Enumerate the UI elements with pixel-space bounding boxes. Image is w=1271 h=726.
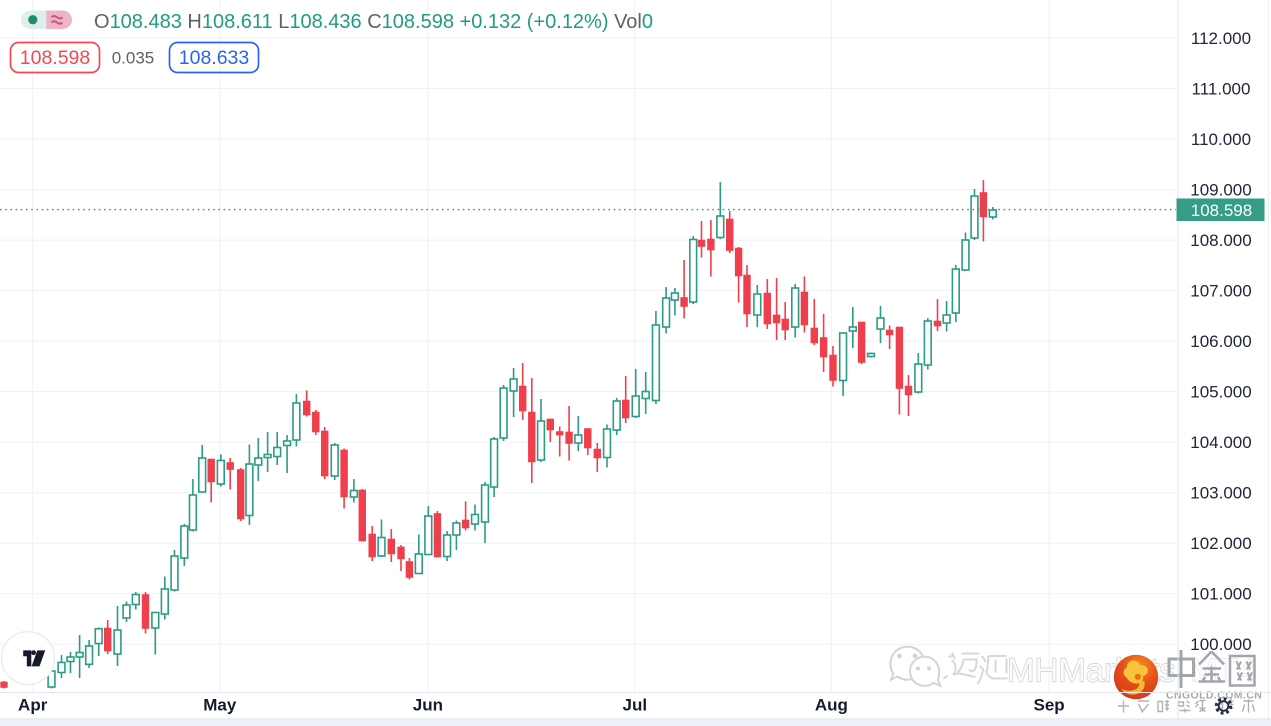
svg-text:109.000: 109.000: [1190, 181, 1251, 200]
svg-text:108.598: 108.598: [1191, 201, 1252, 220]
svg-text:110.000: 110.000: [1191, 130, 1251, 149]
svg-text:100.000: 100.000: [1190, 635, 1251, 654]
svg-text:Sep: Sep: [1034, 696, 1065, 715]
svg-text:108.598: 108.598: [20, 47, 91, 69]
svg-text:102.000: 102.000: [1190, 534, 1251, 553]
svg-text:111.000: 111.000: [1192, 80, 1251, 99]
svg-text:Jun: Jun: [413, 696, 443, 715]
svg-text:Aug: Aug: [815, 696, 848, 715]
svg-text:105.000: 105.000: [1190, 383, 1251, 402]
svg-text:101.000: 101.000: [1190, 585, 1251, 604]
svg-text:Jul: Jul: [623, 696, 648, 715]
svg-text:107.000: 107.000: [1190, 282, 1251, 301]
svg-text:106.000: 106.000: [1190, 332, 1251, 351]
svg-text:CNGOLD.COM.CN: CNGOLD.COM.CN: [1166, 690, 1262, 702]
svg-text:0.035: 0.035: [112, 49, 155, 68]
svg-text:108.633: 108.633: [179, 47, 250, 69]
svg-text:Apr: Apr: [18, 696, 48, 715]
svg-text:112.000: 112.000: [1191, 29, 1251, 48]
svg-text:O108.483 H108.611 L108.436 C10: O108.483 H108.611 L108.436 C108.598 +0.1…: [94, 11, 653, 33]
svg-text:May: May: [203, 696, 237, 715]
svg-text:103.000: 103.000: [1190, 484, 1251, 503]
svg-text:108.000: 108.000: [1190, 231, 1251, 250]
svg-text:104.000: 104.000: [1190, 433, 1251, 452]
